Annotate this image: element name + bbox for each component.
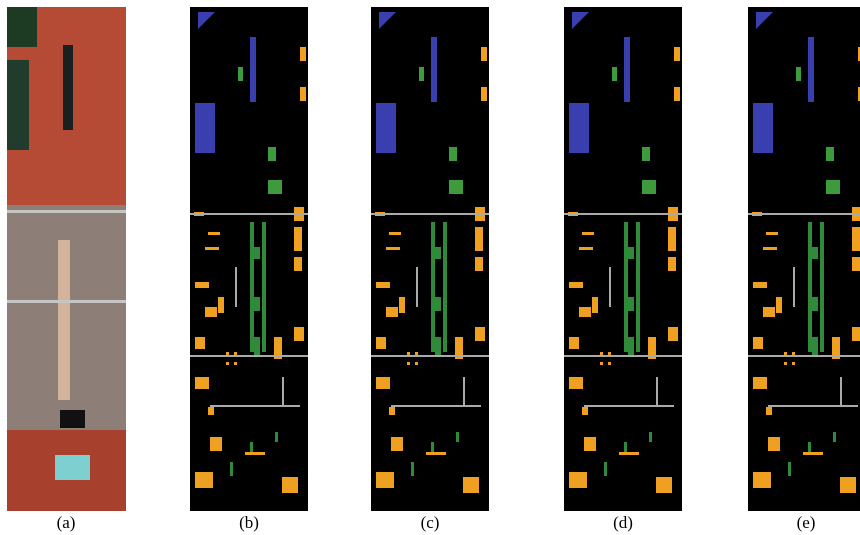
- figure: (a) (b) (c) (d) (e): [0, 0, 860, 535]
- image-region: [7, 7, 37, 47]
- page: (a) (b) (c) (d) (e) (() => { const data …: [0, 0, 860, 535]
- satellite-image: [7, 7, 126, 511]
- image-region: [58, 240, 70, 400]
- panel-label: (d): [613, 513, 633, 532]
- image-region: [7, 60, 29, 150]
- panel-label: (e): [797, 513, 816, 532]
- image-region: [55, 455, 90, 480]
- panel-label: (c): [421, 513, 440, 532]
- image-region: [60, 410, 85, 428]
- image-road: [7, 210, 126, 213]
- map-d: [564, 7, 682, 511]
- map-e: [748, 7, 860, 511]
- panel-label: (b): [239, 513, 259, 532]
- panel-label: (a): [57, 513, 76, 532]
- image-region: [63, 45, 73, 130]
- map-c: [371, 7, 489, 511]
- map-b: [190, 7, 308, 511]
- image-road: [7, 300, 126, 303]
